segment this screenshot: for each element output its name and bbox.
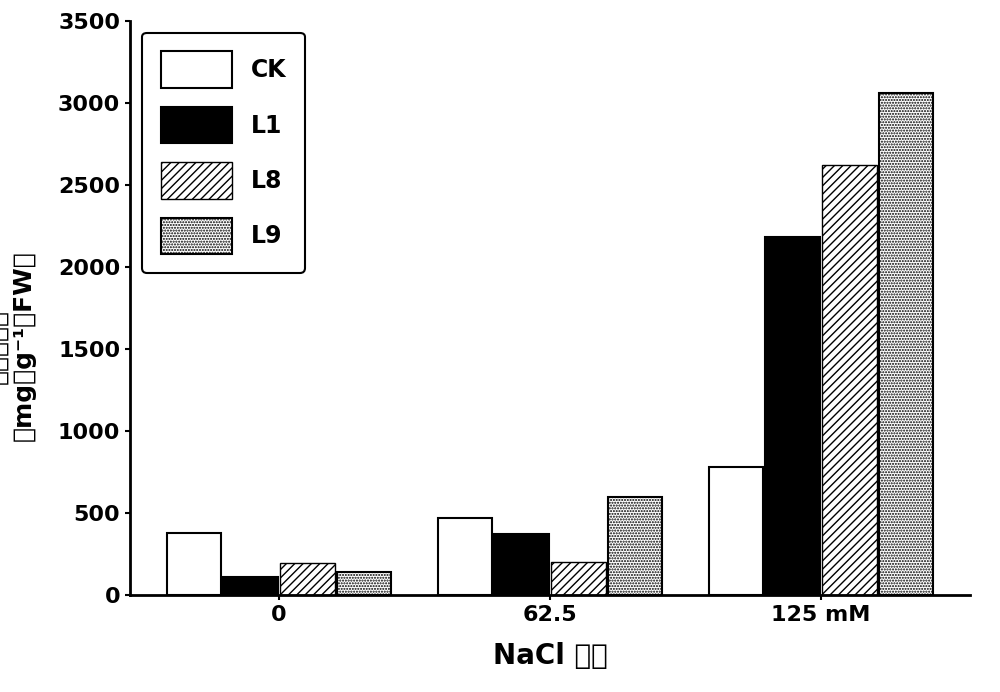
Bar	[223, 577, 278, 595]
X-axis label: NaCl 浓度: NaCl 浓度	[493, 641, 607, 669]
Bar	[167, 533, 221, 595]
Bar	[494, 534, 549, 595]
Bar	[608, 497, 662, 595]
Bar	[709, 467, 763, 595]
Bar	[551, 563, 606, 595]
Bar	[822, 165, 877, 595]
Text: 脯氨酸含量
（mg。g⁻¹（FW）: 脯氨酸含量 （mg。g⁻¹（FW）	[0, 251, 36, 441]
Bar	[280, 563, 335, 595]
Legend: CK, L1, L8, L9: CK, L1, L8, L9	[142, 33, 305, 273]
Bar	[765, 237, 820, 595]
Bar	[337, 572, 391, 595]
Bar	[438, 518, 492, 595]
Bar	[879, 93, 933, 595]
